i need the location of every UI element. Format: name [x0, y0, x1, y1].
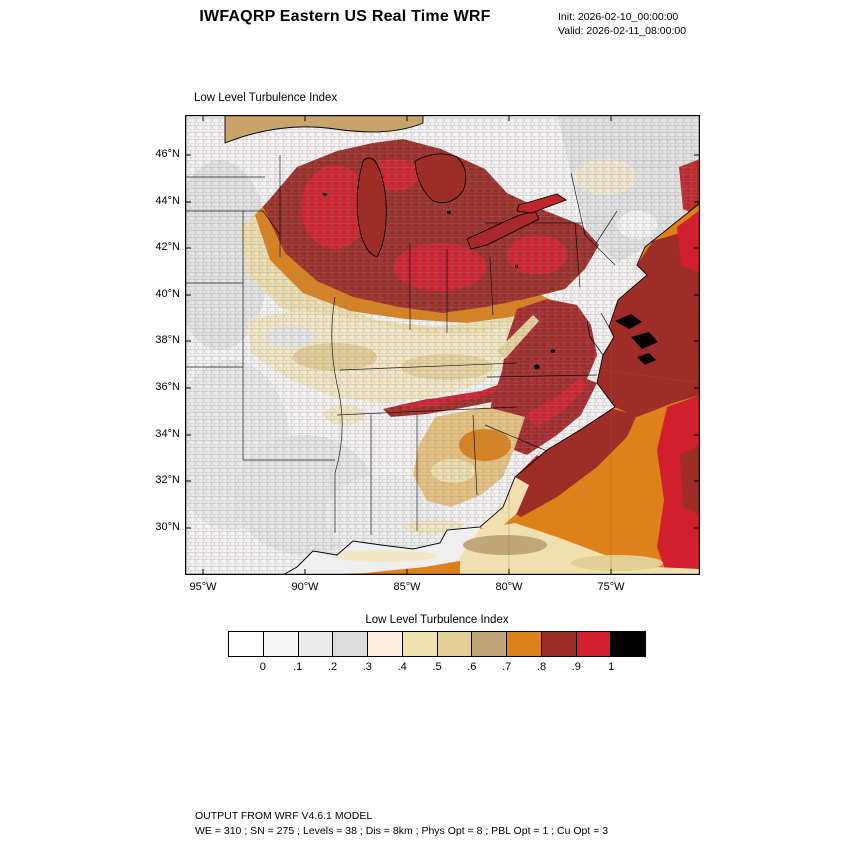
valid-time: Valid: 2026-02-11_08:00:00 — [558, 24, 687, 37]
footer-line1: OUTPUT FROM WRF V4.6.1 MODEL — [195, 810, 373, 822]
lon-tick-label: 75°W — [597, 581, 625, 593]
state-boundaries — [185, 155, 618, 535]
colorbar-tick-label: .3 — [362, 661, 372, 673]
colorbar-cell — [333, 632, 368, 656]
colorbar-cell — [576, 632, 612, 656]
axis-ticks — [185, 115, 700, 575]
colorbar-cell — [402, 632, 438, 656]
colorbar-tick-label: 0 — [259, 661, 266, 673]
colorbar-cell — [263, 632, 299, 656]
field-label: Low Level Turbulence Index — [194, 92, 338, 104]
run-info: Init: 2026-02-10_00:00:00 Valid: 2026-02… — [558, 11, 686, 38]
lat-tick-label: 30°N — [155, 520, 180, 533]
colorbar-cell — [472, 632, 507, 656]
lat-axis: 46°N 44°N 42°N 40°N 38°N 36°N 34°N 32°N 30°N — [128, 115, 180, 575]
colorbar-cell — [541, 632, 577, 656]
colorbar-cell — [298, 632, 334, 656]
footer-info: OUTPUT FROM WRF V4.6.1 MODEL WE = 310 ; … — [195, 809, 608, 838]
lon-tick-label: 85°W — [393, 581, 421, 593]
lon-tick-label: 90°W — [291, 581, 319, 593]
colorbar-tick-label: .8 — [536, 661, 547, 673]
colorbar-tick-label: .7 — [502, 661, 512, 673]
colorbar-cell — [229, 632, 264, 656]
colorbar-cell — [368, 632, 403, 656]
init-time: Init: 2026-02-10_00:00:00 — [558, 11, 679, 23]
colorbar-tick-label: .4 — [397, 661, 407, 673]
lon-tick-label: 80°W — [495, 581, 523, 593]
colorbar-cell — [611, 632, 645, 656]
map-frame — [184, 114, 701, 576]
page-title: IWFAQRP Eastern US Real Time WRF — [199, 8, 491, 25]
colorbar-tick-label: .1 — [293, 661, 303, 673]
colorbar-tick-label: .9 — [571, 661, 581, 673]
colorbar-cell — [507, 632, 542, 656]
colorbar-tick-label: .6 — [467, 661, 477, 673]
lat-tick-label: 32°N — [155, 474, 180, 487]
colorbar — [228, 631, 646, 657]
turbulence-map — [184, 114, 701, 576]
lat-tick-label: 38°N — [155, 334, 180, 347]
lat-tick-label: 46°N — [155, 148, 180, 160]
colorbar-title: Low Level Turbulence Index — [365, 614, 509, 626]
lat-tick-label: 40°N — [155, 287, 180, 300]
colorbar-tick-label: .2 — [327, 661, 338, 673]
bay-outlines — [586, 312, 610, 356]
lat-tick-label: 34°N — [155, 427, 180, 440]
colorbar-tick-label: .5 — [432, 661, 442, 673]
colorbar-tick-labels: 0 .1 .2 .3 .4 .5 .6 .7 .8 .9 1 — [228, 661, 646, 675]
coastline — [282, 202, 701, 576]
great-lakes — [224, 114, 567, 258]
lat-tick-label: 36°N — [155, 381, 180, 393]
lon-axis: 95°W 90°W 85°W 80°W 75°W — [185, 579, 700, 597]
lat-tick-label: 42°N — [155, 241, 180, 254]
colorbar-tick-label: 1 — [608, 661, 615, 673]
lat-tick-label: 44°N — [155, 194, 180, 207]
lon-tick-label: 95°W — [189, 581, 217, 593]
colorbar-cell — [437, 632, 473, 656]
map-canvas — [184, 114, 701, 576]
footer-line2: WE = 310 ; SN = 275 ; Levels = 38 ; Dis … — [195, 824, 609, 837]
